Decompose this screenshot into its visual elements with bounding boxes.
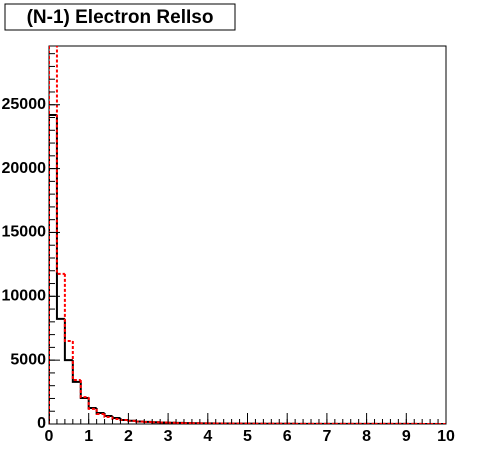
histogram-bin bbox=[103, 413, 113, 417]
x-tick-label: 7 bbox=[322, 428, 331, 445]
histogram-bin bbox=[111, 415, 121, 419]
histogram-bin bbox=[63, 273, 73, 342]
histogram-bin bbox=[79, 379, 89, 399]
histogram-bin bbox=[95, 408, 105, 415]
histogram-bin bbox=[79, 381, 89, 399]
y-tick-label: 15000 bbox=[2, 224, 47, 241]
histogram-bin bbox=[95, 408, 105, 416]
histogram-bin bbox=[55, 46, 65, 275]
histogram-bin bbox=[63, 318, 73, 362]
y-tick-label: 10000 bbox=[2, 288, 47, 305]
chart-title: (N-1) Electron RelIso bbox=[27, 7, 214, 28]
y-tick-label: 20000 bbox=[2, 160, 47, 177]
histogram-bin bbox=[71, 340, 81, 381]
x-tick-label: 1 bbox=[84, 428, 93, 445]
y-tick-label: 25000 bbox=[2, 96, 47, 113]
x-tick-label: 0 bbox=[45, 428, 54, 445]
x-tick-label: 6 bbox=[283, 428, 292, 445]
histogram-bin bbox=[49, 46, 50, 424]
histogram-bin bbox=[55, 114, 65, 320]
y-tick-label: 5000 bbox=[10, 351, 46, 368]
y-tick-label: 0 bbox=[37, 415, 46, 432]
x-tick-label: 10 bbox=[437, 428, 455, 445]
x-tick-label: 2 bbox=[124, 428, 133, 445]
histogram-bin bbox=[103, 414, 113, 418]
x-tick-label: 4 bbox=[203, 428, 212, 445]
plot-frame bbox=[48, 45, 447, 425]
x-tick-label: 3 bbox=[164, 428, 173, 445]
histogram-bin bbox=[87, 397, 97, 410]
x-tick-label: 5 bbox=[243, 428, 252, 445]
x-tick-label: 9 bbox=[402, 428, 411, 445]
histogram bbox=[49, 46, 446, 424]
histogram-bin bbox=[71, 360, 81, 383]
histogram-bin bbox=[49, 113, 57, 424]
histogram-bin bbox=[87, 397, 97, 410]
title-box bbox=[4, 3, 236, 31]
x-tick-label: 8 bbox=[362, 428, 371, 445]
